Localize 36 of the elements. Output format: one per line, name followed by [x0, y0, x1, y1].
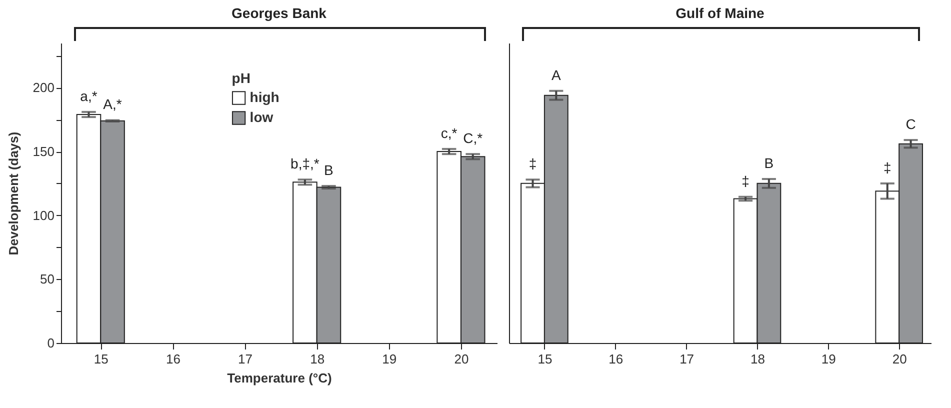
- x-tick-label: 20: [454, 352, 469, 366]
- chart-title: Gulf of Maine: [676, 5, 765, 21]
- legend-label: low: [250, 109, 274, 125]
- legend-title: pH: [232, 70, 250, 86]
- x-tick-label: 15: [538, 352, 552, 366]
- annotation: C: [906, 116, 916, 132]
- legend-label: high: [250, 89, 280, 105]
- y-tick-label: 150: [32, 144, 54, 160]
- annotation: ‡: [742, 172, 750, 189]
- x-tick-label: 20: [892, 352, 907, 366]
- annotation: A,*: [103, 96, 122, 112]
- chart-title: Georges Bank: [232, 5, 327, 21]
- x-axis-title: Temperature (°C): [227, 370, 332, 386]
- annotation: c,*: [440, 124, 458, 141]
- annotation: A: [551, 66, 562, 83]
- y-tick-label: 200: [32, 80, 54, 96]
- y-tick-label: 50: [40, 272, 54, 287]
- y-tick-label: 0: [47, 336, 54, 350]
- x-tick-label: 19: [382, 352, 397, 366]
- x-tick-label: 15: [94, 352, 108, 366]
- x-tick-label: 16: [608, 352, 624, 366]
- x-tick-label: 17: [680, 352, 694, 366]
- x-tick-label: 17: [238, 352, 253, 366]
- x-tick-label: 16: [166, 352, 180, 366]
- x-tick-label: 18: [750, 352, 765, 366]
- x-tick-label: 19: [821, 352, 836, 366]
- x-tick-label: 18: [310, 352, 325, 366]
- annotation: ‡: [528, 156, 537, 172]
- y-tick-label: 100: [32, 208, 54, 223]
- annotation: B: [764, 154, 774, 171]
- annotation: a,*: [80, 88, 98, 104]
- annotation: B: [324, 162, 334, 178]
- annotation: ‡: [883, 159, 892, 176]
- annotation: b,‡,*: [290, 156, 320, 172]
- annotation: C,*: [463, 130, 484, 146]
- y-axis-title: Development (days): [6, 132, 21, 256]
